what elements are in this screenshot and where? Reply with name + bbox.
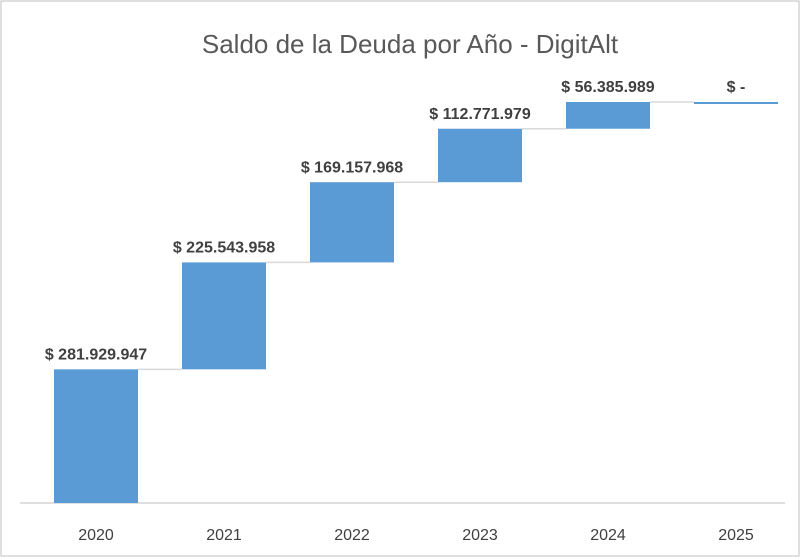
data-label: $ 112.771.979 [429, 106, 531, 123]
x-tick-label: 2023 [462, 527, 498, 544]
data-label: $ 56.385.989 [561, 79, 655, 96]
x-tick-label: 2022 [334, 527, 370, 544]
x-tick-label: 2024 [590, 527, 626, 544]
bar [310, 182, 394, 263]
bar [182, 262, 266, 370]
bar [566, 102, 650, 129]
x-tick-label: 2025 [718, 527, 754, 544]
data-label: $ 281.929.947 [45, 347, 147, 364]
x-tick-label: 2020 [78, 527, 114, 544]
data-label: $ 169.157.968 [301, 159, 403, 176]
bar [438, 128, 522, 183]
chart-title: Saldo de la Deuda por Año - DigitAlt [202, 29, 619, 59]
bar [694, 102, 778, 104]
bar [54, 369, 138, 503]
data-label: $ 225.543.958 [173, 240, 275, 257]
x-tick-label: 2021 [206, 527, 242, 544]
data-label: $ - [727, 79, 746, 96]
